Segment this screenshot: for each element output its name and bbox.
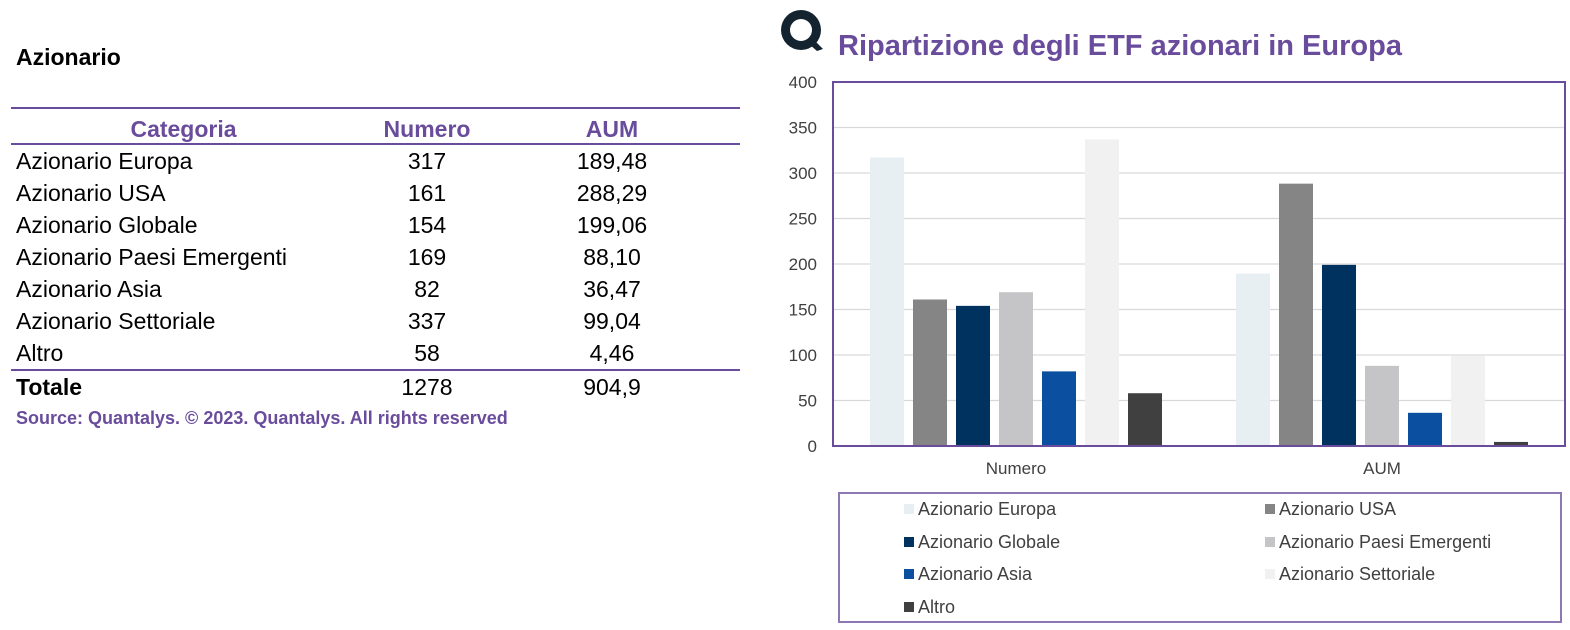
bar xyxy=(1494,441,1528,446)
bar-chart: 0 50 100 150 200 250 300 350 400 Numero AUM xyxy=(789,73,1566,478)
section-title: Azionario xyxy=(16,44,121,70)
row-aum: 4,46 xyxy=(589,339,635,366)
legend-item: Azionario Globale xyxy=(904,532,1060,553)
bar xyxy=(1279,183,1313,446)
chart-title: Ripartizione degli ETF azionari in Europ… xyxy=(838,30,1402,62)
row-aum: 288,29 xyxy=(576,179,648,206)
plot-border xyxy=(832,81,1566,447)
legend-swatch xyxy=(904,536,914,547)
row-aum: 99,04 xyxy=(583,307,641,334)
y-tick-label: 350 xyxy=(789,119,817,138)
row-aum: 36,47 xyxy=(583,275,641,302)
row-category: Azionario Settoriale xyxy=(16,307,216,334)
legend-swatch xyxy=(904,601,914,612)
legend-item: Azionario Europa xyxy=(904,499,1056,520)
row-category: Azionario Europa xyxy=(16,147,193,174)
header-spacer xyxy=(726,107,740,145)
legend-label: Altro xyxy=(918,596,956,617)
legend-label: Azionario USA xyxy=(1279,499,1397,519)
table-header-row: Categoria Numero AUM xyxy=(11,107,740,145)
row-aum: 189,48 xyxy=(576,147,648,174)
header-category: Categoria xyxy=(11,107,356,145)
bar xyxy=(1128,393,1162,446)
table-row: Azionario Asia 82 36,47 xyxy=(11,273,740,305)
table-row: Azionario USA 161 288,29 xyxy=(11,177,740,209)
legend-swatch xyxy=(904,504,914,514)
legend-label: Azionario Europa xyxy=(918,499,1057,519)
bar xyxy=(999,292,1033,446)
legend-label: Azionario Asia xyxy=(918,564,1033,584)
chart-legend: Azionario Europa Azionario USA Azionario G… xyxy=(838,492,1562,623)
legend-swatch xyxy=(904,569,914,579)
quantalys-ring-icon xyxy=(781,10,823,51)
legend-item: Altro xyxy=(904,597,955,618)
table-row: Altro 58 4,46 xyxy=(11,337,740,370)
table-row: Azionario Paesi Emergenti 169 88,10 xyxy=(11,241,740,273)
bar xyxy=(1451,355,1485,446)
legend-swatch xyxy=(1265,569,1275,579)
row-number: 169 xyxy=(407,243,447,270)
table-row: Azionario Globale 154 199,06 xyxy=(11,209,740,241)
total-category: Totale xyxy=(11,369,356,403)
row-category: Azionario USA xyxy=(16,179,166,206)
legend-swatch xyxy=(1265,536,1275,547)
bar xyxy=(1042,371,1076,446)
row-number: 317 xyxy=(407,147,447,174)
legend-item: Azionario Asia xyxy=(904,564,1032,585)
etf-table: Categoria Numero AUM Azionario Europa 31… xyxy=(11,107,740,403)
header-number: Numero xyxy=(356,107,498,145)
total-aum: 904,9 xyxy=(498,369,726,403)
x-tick-label: Numero xyxy=(986,459,1046,478)
bar xyxy=(956,305,990,446)
y-tick-label: 0 xyxy=(808,437,817,456)
bar xyxy=(1085,139,1119,446)
bar xyxy=(1408,412,1442,446)
row-category: Azionario Paesi Emergenti xyxy=(16,243,288,270)
y-tick-label: 250 xyxy=(789,210,817,229)
bar xyxy=(870,157,904,446)
legend-label: Azionario Settoriale xyxy=(1279,564,1436,584)
header-aum: AUM xyxy=(498,107,726,145)
total-number: 1278 xyxy=(356,369,498,403)
legend-item: Azionario USA xyxy=(1265,499,1396,520)
legend-swatch xyxy=(1265,504,1275,514)
table-row: Azionario Europa 317 189,48 xyxy=(11,144,740,177)
bar xyxy=(913,299,947,446)
bar xyxy=(1322,264,1356,446)
row-number: 82 xyxy=(414,275,440,302)
row-number: 161 xyxy=(407,179,447,206)
y-tick-label: 200 xyxy=(789,255,817,274)
table-total-row: Totale 1278 904,9 xyxy=(11,369,740,403)
row-category: Altro xyxy=(16,339,64,366)
y-tick-label: 300 xyxy=(789,164,817,183)
row-category: Azionario Asia xyxy=(16,275,162,302)
y-tick-label: 150 xyxy=(789,301,817,320)
row-number: 154 xyxy=(407,211,447,238)
bar xyxy=(1236,273,1270,446)
legend-item: Azionario Settoriale xyxy=(1265,564,1435,585)
row-category: Azionario Globale xyxy=(16,211,198,238)
source-note: Source: Quantalys. © 2023. Quantalys. Al… xyxy=(16,408,508,428)
row-number: 337 xyxy=(407,307,447,334)
y-tick-label: 400 xyxy=(789,73,817,92)
row-aum: 199,06 xyxy=(576,211,648,238)
y-tick-label: 50 xyxy=(798,392,817,411)
x-tick-label: AUM xyxy=(1363,459,1401,478)
y-tick-label: 100 xyxy=(789,346,817,365)
legend-label: Azionario Globale xyxy=(918,531,1061,552)
row-aum: 88,10 xyxy=(583,243,641,270)
legend-item: Azionario Paesi Emergenti xyxy=(1265,532,1491,553)
row-number: 58 xyxy=(414,339,440,366)
legend-label: Azionario Paesi Emergenti xyxy=(1279,531,1492,552)
bar xyxy=(1365,365,1399,446)
table-row: Azionario Settoriale 337 99,04 xyxy=(11,305,740,337)
